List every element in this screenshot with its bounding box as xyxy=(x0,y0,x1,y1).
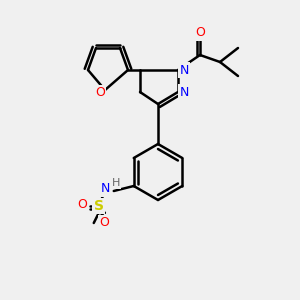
Text: H: H xyxy=(112,178,120,188)
Text: O: O xyxy=(77,199,87,212)
Text: O: O xyxy=(195,26,205,40)
Text: N: N xyxy=(101,182,110,196)
Text: O: O xyxy=(95,86,105,100)
Text: S: S xyxy=(94,199,104,213)
Text: O: O xyxy=(99,217,109,230)
Text: N: N xyxy=(179,85,189,98)
Text: N: N xyxy=(179,64,189,76)
